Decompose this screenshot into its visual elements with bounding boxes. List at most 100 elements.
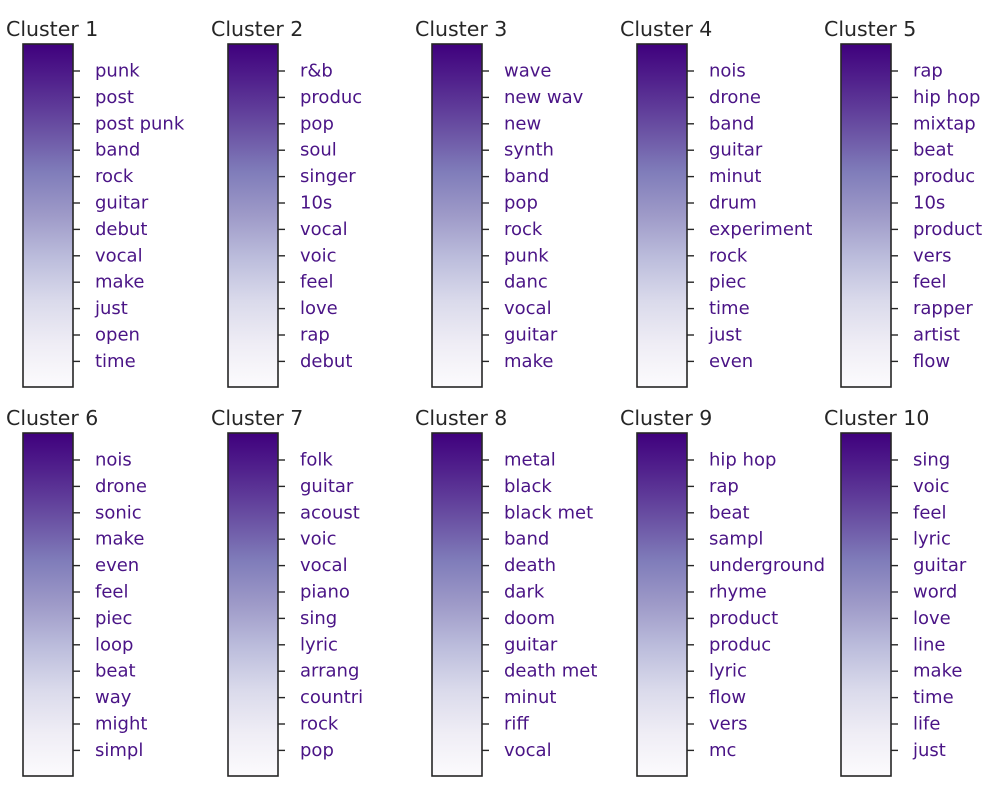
term-label: love xyxy=(300,298,338,319)
term-label: voic xyxy=(300,529,337,550)
term-label: black met xyxy=(504,502,593,523)
term-label: new xyxy=(504,113,541,134)
term-label: countri xyxy=(300,687,363,708)
term-label: rapper xyxy=(913,298,973,319)
term-label: time xyxy=(913,687,954,708)
term-label: guitar xyxy=(504,634,558,655)
term-label: riff xyxy=(504,714,529,735)
term-label: sonic xyxy=(95,502,142,523)
term-label: rock xyxy=(300,714,339,735)
term-label: singer xyxy=(300,166,356,187)
term-label: drone xyxy=(709,87,761,108)
term-label: just xyxy=(708,325,742,346)
term-label: vocal xyxy=(504,298,552,319)
cluster-title: Cluster 1 xyxy=(6,17,98,41)
term-label: sampl xyxy=(709,529,763,550)
term-label: minut xyxy=(709,166,761,187)
term-label: band xyxy=(95,140,140,161)
cluster-panel-5: Cluster 5 rap hip hop mixtap beat produc 10s pr… xyxy=(824,17,982,388)
term-label: synth xyxy=(504,140,554,161)
term-label: rap xyxy=(709,476,739,497)
cluster-panel-6: Cluster 6 nois drone sonic make even feel piec l… xyxy=(6,406,147,777)
term-label: doom xyxy=(504,608,555,629)
colorbar xyxy=(431,432,483,777)
cluster-title: Cluster 3 xyxy=(415,17,507,41)
term-label: life xyxy=(913,714,940,735)
term-label: pop xyxy=(504,193,538,214)
term-label: feel xyxy=(913,272,947,293)
cluster-panel-10: Cluster 10 sing voic feel lyric guitar word lov… xyxy=(824,406,967,777)
term-label: death xyxy=(504,555,556,576)
term-label: word xyxy=(913,582,957,603)
term-label: vocal xyxy=(300,555,348,576)
term-label: feel xyxy=(300,272,334,293)
term-label: simpl xyxy=(95,740,143,761)
colorbar xyxy=(22,432,74,777)
term-label: vers xyxy=(709,714,748,735)
term-label: make xyxy=(913,661,962,682)
term-label: flow xyxy=(709,687,746,708)
term-label: metal xyxy=(504,450,556,471)
term-label: open xyxy=(95,325,140,346)
term-label: beat xyxy=(95,661,136,682)
colorbar xyxy=(636,43,688,388)
cluster-title: Cluster 2 xyxy=(211,17,303,41)
term-label: artist xyxy=(913,325,960,346)
term-label: produc xyxy=(913,166,975,187)
term-label: feel xyxy=(95,582,129,603)
term-label: wave xyxy=(504,61,551,82)
term-label: make xyxy=(504,351,553,372)
term-label: guitar xyxy=(300,476,354,497)
term-label: loop xyxy=(95,634,133,655)
term-label: underground xyxy=(709,555,825,576)
term-label: experiment xyxy=(709,219,812,240)
term-label: time xyxy=(95,351,136,372)
term-label: hip hop xyxy=(709,450,776,471)
term-label: lyric xyxy=(913,529,951,550)
term-label: voic xyxy=(913,476,950,497)
term-label: rap xyxy=(913,61,943,82)
term-label: flow xyxy=(913,351,950,372)
term-label: 10s xyxy=(300,193,332,214)
term-label: line xyxy=(913,634,945,655)
cluster-panel-4: Cluster 4 nois drone band guitar minut drum exp… xyxy=(620,17,812,388)
term-label: pop xyxy=(300,113,334,134)
term-label: drum xyxy=(709,193,757,214)
term-label: debut xyxy=(300,351,352,372)
cluster-panel-7: Cluster 7 folk guitar acoust voic vocal piano s… xyxy=(211,406,363,777)
term-label: guitar xyxy=(504,325,558,346)
term-label: minut xyxy=(504,687,556,708)
term-label: post punk xyxy=(95,113,185,134)
term-label: just xyxy=(94,298,128,319)
term-label: love xyxy=(913,608,951,629)
term-label: death met xyxy=(504,661,597,682)
term-label: lyric xyxy=(300,634,338,655)
colorbar xyxy=(636,432,688,777)
term-label: folk xyxy=(300,450,333,471)
term-label: might xyxy=(95,714,147,735)
term-label: just xyxy=(912,740,946,761)
colorbar xyxy=(227,43,279,388)
term-label: band xyxy=(504,166,549,187)
term-label: debut xyxy=(95,219,147,240)
colorbar xyxy=(227,432,279,777)
term-label: vocal xyxy=(95,245,143,266)
term-label: post xyxy=(95,87,134,108)
term-label: pop xyxy=(300,740,334,761)
term-label: product xyxy=(709,608,778,629)
term-label: rock xyxy=(504,219,543,240)
term-label: rhyme xyxy=(709,582,767,603)
cluster-panel-2: Cluster 2 r&b produc pop soul singer 10s vocal v… xyxy=(211,17,362,388)
term-label: punk xyxy=(95,61,140,82)
cluster-panel-1: Cluster 1 punk post post punk band rock guitar… xyxy=(6,17,185,388)
cluster-title: Cluster 9 xyxy=(620,406,712,430)
term-label: 10s xyxy=(913,193,945,214)
term-label: produc xyxy=(709,634,771,655)
term-label: guitar xyxy=(95,193,149,214)
term-label: product xyxy=(913,219,982,240)
cluster-panel-9: Cluster 9 hip hop rap beat sampl underground r… xyxy=(620,406,825,777)
term-label: vers xyxy=(913,245,952,266)
colorbar xyxy=(431,43,483,388)
term-label: r&b xyxy=(300,61,333,82)
